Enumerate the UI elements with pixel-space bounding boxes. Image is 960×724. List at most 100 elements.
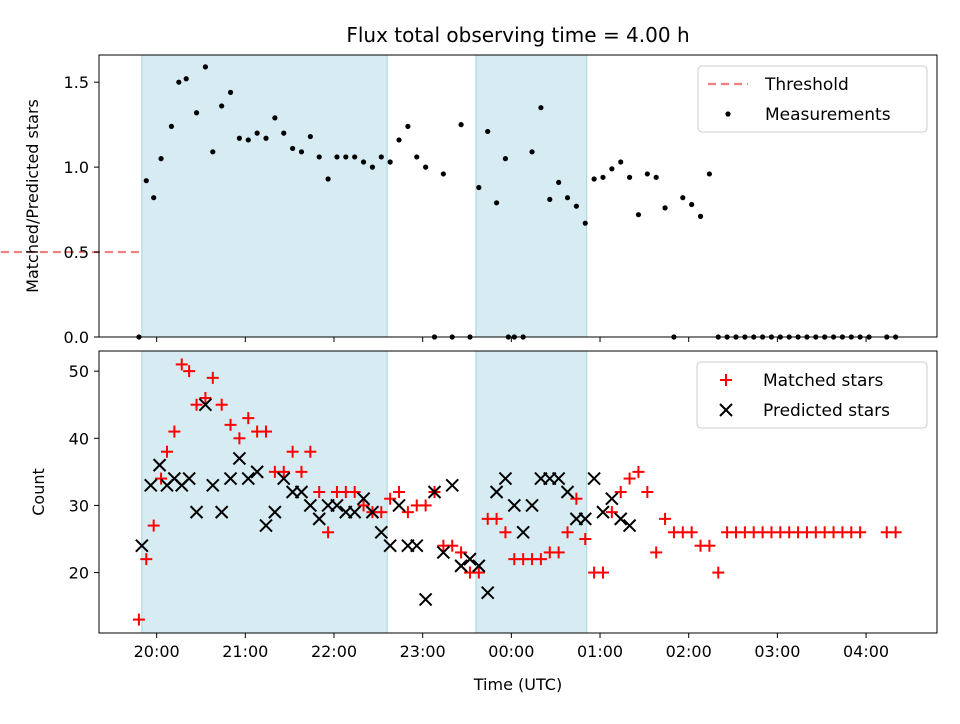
predicted-star-point [365, 505, 380, 519]
predicted-star-point [241, 471, 255, 486]
measurement-point [458, 122, 464, 128]
predicted-star-point [303, 498, 318, 513]
predicted-star-point [232, 451, 247, 466]
bottom-shaded-interval-1 [475, 350, 588, 634]
bottom-x-tick-label: 02:00 [666, 642, 712, 661]
predicted-star-point [578, 512, 592, 526]
measurement-point [485, 128, 491, 135]
predicted-star-point [507, 498, 522, 513]
predicted-star-point [135, 539, 149, 553]
matched-star-point [419, 499, 432, 512]
matched-star-point [277, 465, 290, 478]
top-y-tick-label: 1.0 [64, 158, 89, 177]
top-legend-box [697, 65, 928, 133]
matched-star-point [641, 486, 654, 498]
measurement-point [493, 200, 500, 206]
predicted-star-point [392, 498, 406, 513]
matched-star-point [703, 539, 716, 552]
bottom-y-ticks: 20 30 40 50 [69, 362, 99, 583]
measurement-point [662, 205, 668, 211]
bottom-x-tick-label: 22:00 [311, 642, 357, 661]
matched-star-point [472, 566, 485, 579]
matched-star-point [242, 412, 255, 425]
matched-star-point [175, 358, 188, 371]
matched-star-point [623, 472, 636, 485]
bottom-y-tick-label: 30 [69, 496, 89, 515]
measurement-point [502, 156, 509, 162]
predicted-star-point [498, 471, 513, 486]
matched-star-point [534, 553, 547, 566]
measurement-point [697, 213, 704, 219]
top-shaded-interval-0 [141, 54, 388, 338]
predicted-star-point [152, 458, 167, 472]
measurement-point [405, 123, 411, 129]
measurement-point [193, 110, 200, 116]
measurement-point [547, 196, 553, 202]
measurement-point [538, 105, 544, 111]
measurement-point [168, 123, 175, 129]
measurement-point [644, 171, 650, 177]
bottom-x-tick-label: 03:00 [754, 642, 800, 661]
matched-star-point [224, 418, 237, 431]
top-axes-frame [98, 54, 938, 338]
predicted-star-point [250, 465, 264, 479]
top-y-tick-label: 0.0 [64, 328, 89, 347]
matched-star-point [393, 486, 406, 498]
measurement-point [396, 137, 402, 143]
matched-star-point [490, 512, 503, 525]
measurement-point [369, 164, 376, 170]
predicted-star-point [605, 492, 619, 506]
predicted-star-point [330, 498, 344, 513]
bottom-x-tick-label: 01:00 [577, 642, 623, 661]
predicted-star-point [312, 512, 326, 526]
predicted-star-point [294, 485, 309, 499]
matched-star-point [304, 445, 317, 458]
predicted-star-point [480, 586, 495, 600]
predicted-star-point [277, 471, 291, 486]
measurement-point [183, 76, 189, 82]
bottom-shaded-intervals [141, 350, 588, 634]
predicted-star-point [144, 478, 158, 492]
bottom-y-tick-label: 50 [69, 362, 89, 381]
bottom-y-axis-label: Count [29, 468, 48, 516]
measurement-point [290, 145, 296, 152]
matched-star-point [552, 546, 565, 559]
matched-star-point [854, 526, 867, 539]
matched-star-point [375, 506, 388, 519]
predicted-star-point [427, 485, 442, 499]
matched-star-point [605, 506, 618, 519]
measurement-point [600, 174, 606, 180]
matched-star-point [659, 512, 672, 525]
predicted-star-point [214, 505, 229, 519]
measurement-point [618, 159, 624, 165]
matched-star-point [685, 526, 698, 539]
matched-star-point [147, 519, 160, 532]
legend-measurements-label: Measurements [765, 105, 891, 125]
matched-star-point [357, 499, 370, 512]
predicted-star-point [525, 498, 539, 513]
legend-matched-swatch [720, 374, 732, 386]
matched-star-point [295, 465, 308, 478]
measurement-point [573, 203, 579, 209]
bottom-x-ticks: 20:00 21:00 22:00 23:00 00:00 01:00 02:00 03:00… [134, 633, 889, 661]
predicted-star-point [489, 485, 504, 499]
top-y-tick-label: 0.5 [64, 243, 89, 262]
legend-predicted-swatch [719, 403, 733, 417]
matched-star-point [286, 445, 299, 458]
measurement-point [298, 149, 305, 155]
measurement-point [151, 195, 157, 201]
measurement-point [609, 166, 615, 172]
matched-star-point [561, 526, 574, 539]
matched-star-point [206, 371, 219, 384]
legend-measurements-swatch [725, 111, 731, 117]
measurement-point [325, 176, 331, 182]
matched-star-point [215, 398, 228, 411]
matched-star-point [499, 526, 512, 539]
measurement-point [343, 154, 349, 160]
matched-star-point [160, 445, 173, 458]
bottom-x-tick-label: 04:00 [843, 642, 889, 661]
measurement-point [387, 159, 393, 165]
predicted-star-point [182, 471, 196, 486]
predicted-star-point [587, 471, 601, 486]
